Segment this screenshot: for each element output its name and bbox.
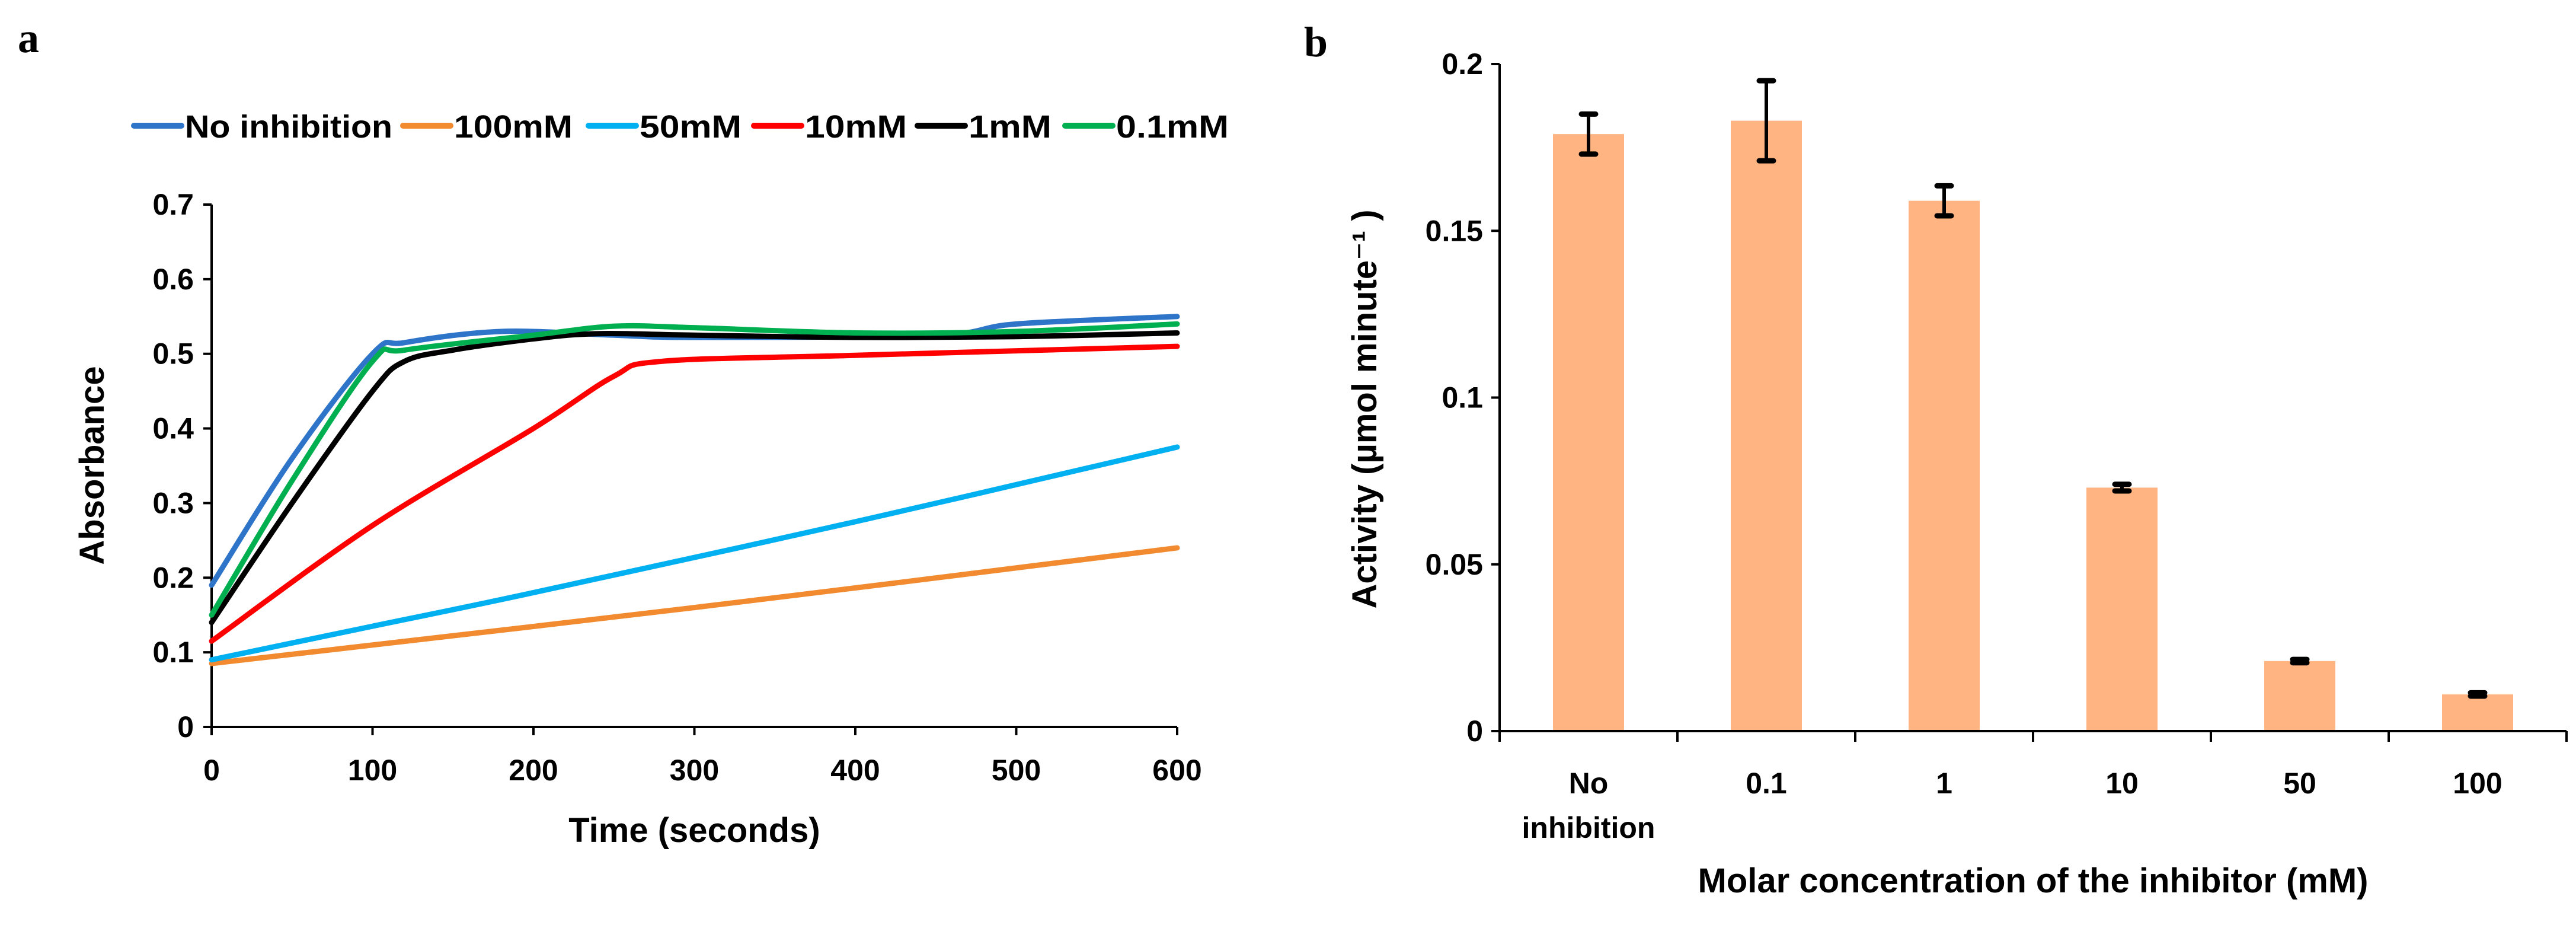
y-axis-title: Activity (µmol minute⁻¹ ) — [1345, 209, 1384, 608]
x-tick-label: 1 — [1936, 767, 1952, 800]
panel-label-b: b — [1304, 18, 1328, 66]
x-tick-label: 500 — [992, 754, 1041, 787]
y-tick-label: 0.1 — [152, 636, 194, 669]
legend-label-3: 10mM — [805, 109, 907, 145]
x-tick-label: 200 — [509, 754, 558, 787]
x-tick-label: inhibition — [1522, 811, 1655, 844]
legend-label-4: 1mM — [969, 109, 1052, 145]
activity-bar-chart: No inhibition 0.1 1 10 50 100 0 0.05 0.1 0.15 0.2 Mo… — [1345, 47, 2568, 900]
legend-label-2: 50mM — [640, 109, 742, 145]
x-tick-label: 300 — [670, 754, 719, 787]
x-tick-label: 100 — [348, 754, 397, 787]
x-tick-label: 400 — [830, 754, 880, 787]
x-tick-label: 0.1 — [1746, 767, 1787, 800]
y-tick-label: 0.4 — [152, 412, 194, 445]
bar-5 — [2442, 694, 2513, 731]
legend-label-0: No inhibition — [185, 109, 392, 145]
x-axis-title: Molar concentration of the inhibitor (mM… — [1698, 862, 2369, 900]
series-line-3 — [209, 343, 1180, 644]
legend-label-5: 0.1mM — [1116, 109, 1229, 145]
bar-2 — [1909, 200, 1980, 731]
x-tick-label: 50 — [2283, 767, 2316, 800]
y-axis-title: Absorbance — [73, 366, 111, 564]
x-tick-label: 600 — [1152, 754, 1201, 787]
y-tick-label: 0.5 — [152, 337, 194, 371]
x-tick-label: 100 — [2453, 767, 2502, 800]
y-tick-label: 0.2 — [152, 561, 194, 594]
absorbance-line-chart: 0 0.1 0.2 0.3 0.4 0.5 0.6 0.7 0 100 200 300 400 500 60… — [73, 109, 1229, 850]
y-tick-label: 0 — [177, 710, 194, 744]
legend-label-1: 100mM — [454, 109, 573, 145]
y-tick-label: 0 — [1466, 715, 1483, 748]
bar-4 — [2264, 661, 2335, 731]
y-tick-label: 0.1 — [1442, 381, 1483, 414]
y-tick-label: 0.05 — [1426, 548, 1483, 581]
panel-label-a: a — [18, 14, 39, 62]
bar-1 — [1731, 120, 1802, 731]
y-tick-label: 0.2 — [1442, 47, 1483, 81]
bar-0 — [1553, 134, 1624, 731]
series-line-2 — [209, 444, 1180, 663]
y-tick-label: 0.15 — [1426, 214, 1483, 247]
y-tick-label: 0.6 — [152, 263, 194, 296]
x-tick-label: 0 — [203, 754, 220, 787]
y-tick-label: 0.7 — [152, 188, 194, 221]
bar-3 — [2086, 487, 2158, 731]
y-tick-label: 0.3 — [152, 486, 194, 519]
x-tick-label: 10 — [2105, 767, 2139, 800]
x-axis-title: Time (seconds) — [568, 811, 820, 850]
series-line-5 — [209, 321, 1180, 618]
series-line-4 — [209, 330, 1180, 626]
x-tick-label: No — [1569, 767, 1609, 800]
series-line-1 — [209, 545, 1180, 666]
